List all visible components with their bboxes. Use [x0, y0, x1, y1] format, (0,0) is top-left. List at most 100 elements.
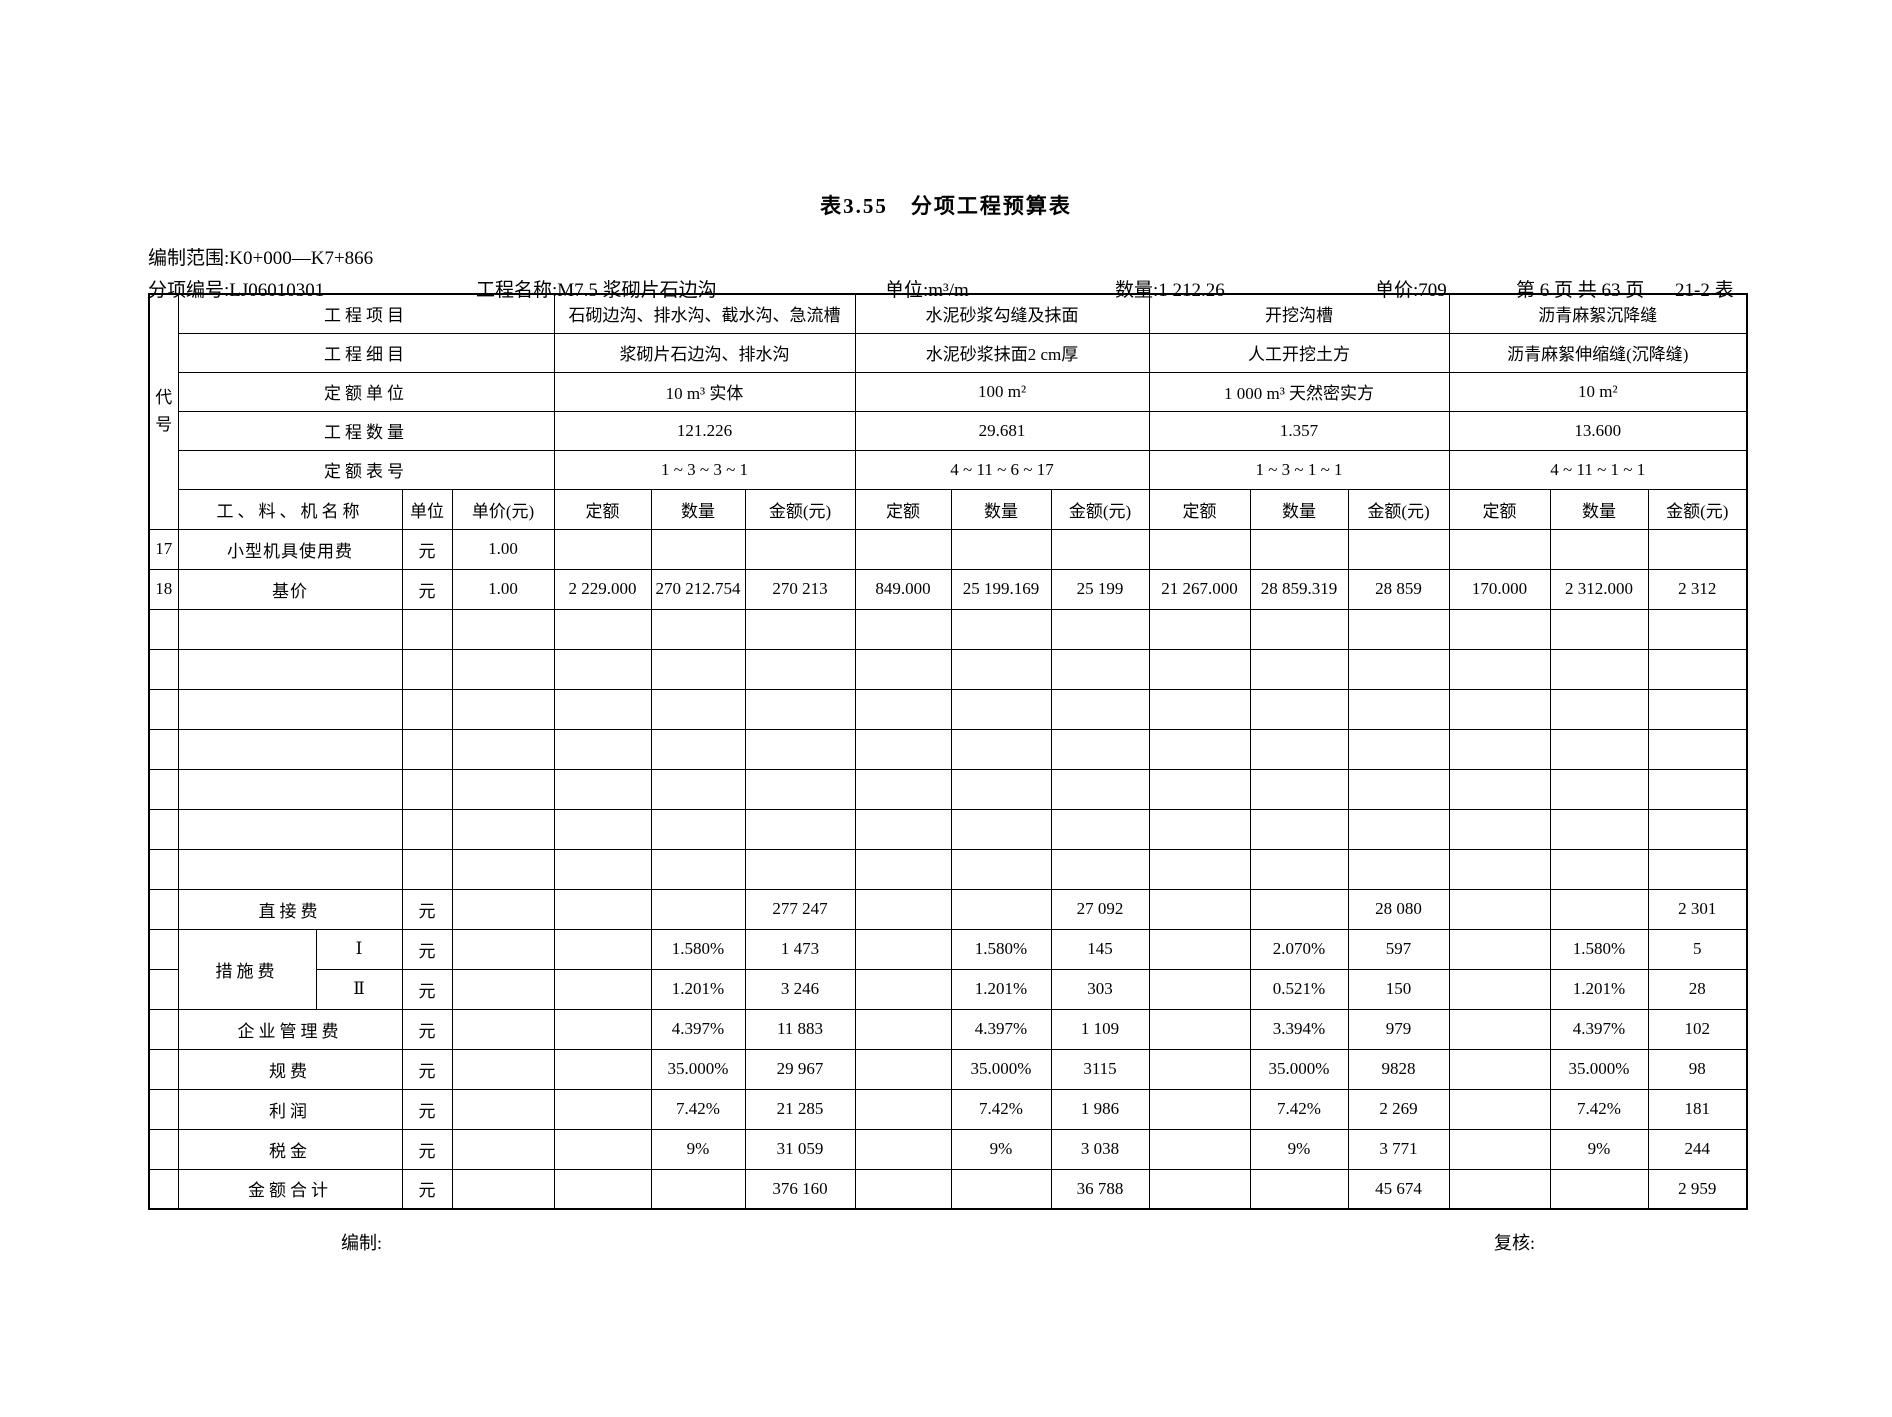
budget-table: 代号 工程项目 石砌边沟、排水沟、截水沟、急流槽 水泥砂浆勾缝及抹面 开挖沟槽 … [148, 293, 1749, 1210]
group-value: 10 m³ 实体 [553, 371, 856, 412]
group-value: 1.357 [1148, 410, 1450, 451]
empty-cell [148, 728, 179, 770]
code-cell [148, 1088, 179, 1130]
data-cell: 31 059 [744, 1128, 856, 1170]
row-label: 工程细目 [177, 332, 555, 373]
item-price-cell: 1.00 [451, 528, 555, 570]
data-cell: 7.42% [1549, 1088, 1649, 1130]
group-value: 水泥砂浆抹面2 cm厚 [854, 332, 1150, 373]
data-cell [1148, 528, 1251, 570]
empty-cell [854, 688, 952, 730]
data-cell: 597 [1347, 928, 1450, 970]
empty-cell [553, 808, 652, 850]
empty-cell [148, 648, 179, 690]
empty-cell [854, 728, 952, 770]
summary-label: Ⅰ [315, 928, 403, 970]
empty-cell [744, 768, 856, 810]
summary-unit: 元 [401, 1048, 453, 1090]
summary-row-profit: 利润 元 7.42% 21 285 7.42% 1 986 7.42% 2 269 7.42… [148, 1088, 1748, 1130]
data-cell [1448, 928, 1551, 970]
data-cell: 35.000% [1549, 1048, 1649, 1090]
data-cell [1148, 1128, 1251, 1170]
empty-row [148, 728, 1748, 770]
data-cell: 4.397% [950, 1008, 1052, 1050]
data-cell: 7.42% [650, 1088, 746, 1130]
data-cell: 1.201% [950, 968, 1052, 1010]
empty-cell [451, 728, 555, 770]
data-cell: 145 [1050, 928, 1150, 970]
item-number-cell: 18 [148, 568, 179, 610]
code-column-header-text: 代号 [150, 388, 178, 434]
summary-price-cell [451, 1088, 555, 1130]
data-cell: 7.42% [950, 1088, 1052, 1130]
item-number-cell: 17 [148, 528, 179, 570]
empty-cell [1050, 848, 1150, 890]
data-cell: 9% [1549, 1128, 1649, 1170]
summary-unit: 元 [401, 888, 453, 930]
empty-cell [1448, 608, 1551, 650]
empty-cell [744, 608, 856, 650]
empty-cell [1249, 688, 1349, 730]
header-row-quantity: 工程数量 121.226 29.681 1.357 13.600 [149, 410, 1748, 451]
empty-cell [744, 848, 856, 890]
empty-cell [1549, 808, 1649, 850]
group-value: 沥青麻絮沉降缝 [1448, 293, 1748, 334]
col-header-amount: 金额(元) [744, 488, 856, 530]
data-cell [950, 888, 1052, 930]
data-cell: 4.397% [1549, 1008, 1649, 1050]
empty-cell [1647, 688, 1748, 730]
data-cell: 150 [1347, 968, 1450, 1010]
scope-label: 编制范围: [148, 248, 230, 269]
empty-cell [553, 848, 652, 890]
compiled-by-label: 编制: [341, 1233, 383, 1253]
empty-cell [1148, 688, 1251, 730]
summary-label: 税金 [177, 1128, 403, 1170]
item-row: 18 基价 元 1.00 2 229.000 270 212.754 270 213… [148, 568, 1748, 610]
empty-cell [1347, 608, 1450, 650]
data-cell [1050, 528, 1150, 570]
header-row-quota-table-no: 定额表号 1 ~ 3 ~ 3 ~ 1 4 ~ 11 ~ 6 ~ 17 1 ~ 3… [149, 449, 1748, 490]
col-header-name: 工、料、机名称 [177, 488, 403, 530]
empty-cell [1549, 688, 1649, 730]
empty-cell [1647, 608, 1748, 650]
data-cell: 303 [1050, 968, 1150, 1010]
data-cell: 36 788 [1050, 1168, 1150, 1210]
data-cell [854, 1168, 952, 1210]
empty-cell [1448, 728, 1551, 770]
empty-cell [177, 768, 403, 810]
data-cell [553, 888, 652, 930]
empty-cell [744, 688, 856, 730]
summary-row-tax: 税金 元 9% 31 059 9% 3 038 9% 3 771 9% 244 [148, 1128, 1748, 1170]
empty-cell [1448, 688, 1551, 730]
data-cell: 27 092 [1050, 888, 1150, 930]
empty-cell [1050, 648, 1150, 690]
empty-cell [553, 648, 652, 690]
code-cell [148, 1048, 179, 1090]
col-header-amount: 金额(元) [1647, 488, 1748, 530]
empty-cell [401, 848, 453, 890]
data-cell: 9828 [1347, 1048, 1450, 1090]
empty-cell [1148, 648, 1251, 690]
data-cell [1148, 1088, 1251, 1130]
data-cell: 29 967 [744, 1048, 856, 1090]
data-cell: 5 [1647, 928, 1748, 970]
group-value: 开挖沟槽 [1148, 293, 1450, 334]
empty-cell [177, 688, 403, 730]
empty-cell [854, 808, 952, 850]
empty-cell [1647, 848, 1748, 890]
col-header-quota: 定额 [553, 488, 652, 530]
empty-cell [1050, 808, 1150, 850]
data-cell: 7.42% [1249, 1088, 1349, 1130]
empty-cell [1050, 768, 1150, 810]
empty-cell [950, 848, 1052, 890]
data-cell: 181 [1647, 1088, 1748, 1130]
empty-cell [1347, 768, 1450, 810]
data-cell [553, 1048, 652, 1090]
data-cell [1148, 968, 1251, 1010]
summary-price-cell [451, 928, 555, 970]
summary-label: 直接费 [177, 888, 403, 930]
summary-unit: 元 [401, 928, 453, 970]
col-header-quota: 定额 [1448, 488, 1551, 530]
empty-cell [1249, 848, 1349, 890]
